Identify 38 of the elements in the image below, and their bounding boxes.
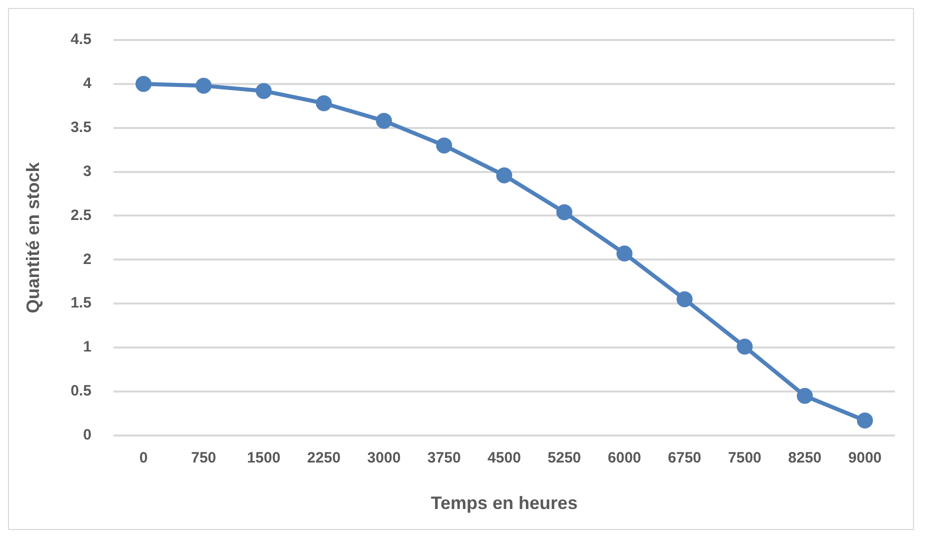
x-tick-label: 2250 — [307, 450, 341, 467]
y-tick-label: 4.5 — [70, 31, 92, 48]
x-tick-label: 1500 — [247, 450, 280, 467]
x-tick-label: 6750 — [668, 450, 702, 467]
point — [556, 204, 572, 220]
y-tick-label: 1.5 — [70, 294, 92, 312]
x-tick-label: 0 — [139, 450, 148, 467]
point — [736, 338, 753, 355]
y-tick-label: 3 — [83, 162, 92, 180]
x-axis-title: Temps en heures — [430, 493, 578, 514]
y-axis-title: Quantité en stock — [22, 161, 43, 314]
point — [496, 167, 512, 184]
point — [796, 388, 813, 404]
point — [856, 412, 873, 428]
point — [436, 137, 452, 154]
y-tick-label: 4 — [83, 75, 92, 92]
x-tick-label: 3750 — [427, 450, 461, 467]
x-tick-label: 6000 — [608, 450, 642, 467]
point — [676, 291, 693, 308]
x-tick-label: 750 — [191, 450, 216, 467]
point — [376, 112, 392, 129]
x-tick-label: 7500 — [728, 450, 762, 467]
point — [136, 76, 152, 92]
y-tick-label: 1 — [83, 338, 92, 356]
x-tick-label: 4500 — [488, 450, 521, 467]
point — [616, 246, 632, 262]
point — [316, 95, 332, 112]
y-tick-label: 3.5 — [70, 119, 92, 136]
y-tick-label: 0.5 — [70, 382, 92, 400]
x-tick-label: 3000 — [367, 450, 401, 467]
y-tick-label: 2 — [83, 250, 92, 268]
x-tick-label: 8250 — [788, 450, 822, 467]
point — [196, 78, 212, 94]
y-tick-label: 0 — [83, 426, 92, 444]
x-tick-label: 5250 — [548, 450, 582, 467]
point — [256, 82, 272, 99]
y-tick-label: 2.5 — [70, 206, 92, 224]
x-tick-label: 9000 — [848, 450, 882, 467]
